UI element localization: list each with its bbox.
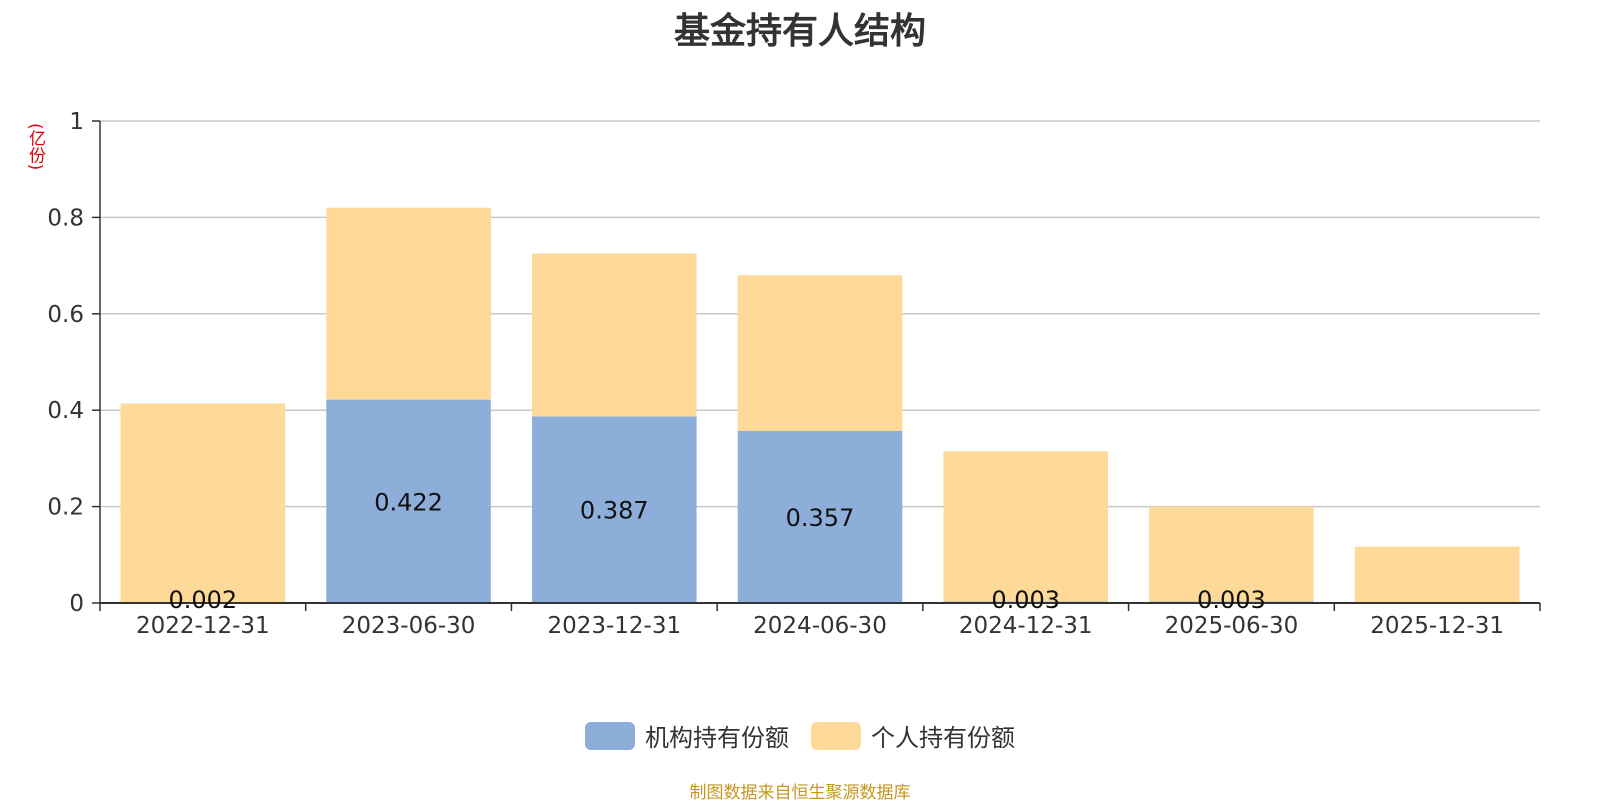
y-tick-label: 0.6 (47, 302, 84, 328)
data-labels: 0.002 0.422 0.387 0.357 0.003 0.003 (168, 488, 1265, 614)
bar-individual (326, 207, 491, 400)
data-label: 0.003 (991, 586, 1060, 614)
legend-label-institutional: 机构持有份额 (645, 724, 789, 752)
bar-individual (1354, 546, 1520, 603)
bar-individual (120, 403, 286, 603)
bar-institutional (737, 430, 903, 603)
axes: 0 0.2 0.4 0.6 0.8 1 2022-12-31 2023-06-30 2023-1… (47, 109, 1541, 639)
bars (120, 207, 1520, 603)
x-tick-label: 2023-06-30 (342, 613, 476, 639)
bar-individual (532, 253, 697, 417)
legend-swatch-institutional (585, 721, 635, 750)
x-tick-label: 2025-06-30 (1165, 613, 1299, 639)
legend-item-institutional[interactable]: 机构持有份额 (585, 718, 789, 753)
bar-individual (737, 275, 903, 431)
legend-label-individual: 个人持有份额 (871, 724, 1015, 752)
x-tick-label: 2024-12-31 (959, 613, 1093, 639)
data-label: 0.003 (1197, 586, 1266, 614)
bar-institutional (326, 399, 491, 603)
chart-title: 基金持有人结构 (673, 11, 926, 52)
bar-individual (943, 451, 1108, 602)
bar-institutional (532, 416, 697, 603)
x-tick-label: 2024-06-30 (753, 613, 887, 639)
x-tick-label: 2022-12-31 (136, 613, 270, 639)
x-tick-label: 2025-12-31 (1370, 613, 1504, 639)
y-tick-label: 1 (69, 109, 84, 135)
y-tick-label: 0.4 (47, 398, 84, 424)
data-label: 0.422 (374, 488, 443, 516)
legend-swatch-individual (811, 721, 861, 750)
y-tick-label: 0.8 (47, 205, 84, 231)
data-label: 0.387 (580, 497, 649, 525)
data-label: 0.357 (786, 504, 855, 532)
y-axis-unit: (亿份) (25, 123, 45, 171)
y-tick-label: 0 (69, 591, 84, 617)
legend: 机构持有份额 个人持有份额 (0, 718, 1600, 753)
data-label: 0.002 (168, 586, 237, 614)
bar-individual (1149, 506, 1314, 602)
y-tick-label: 0.2 (47, 495, 84, 521)
source-note: 制图数据来自恒生聚源数据库 (689, 783, 911, 803)
legend-item-individual[interactable]: 个人持有份额 (811, 718, 1015, 753)
x-tick-label: 2023-12-31 (547, 613, 681, 639)
